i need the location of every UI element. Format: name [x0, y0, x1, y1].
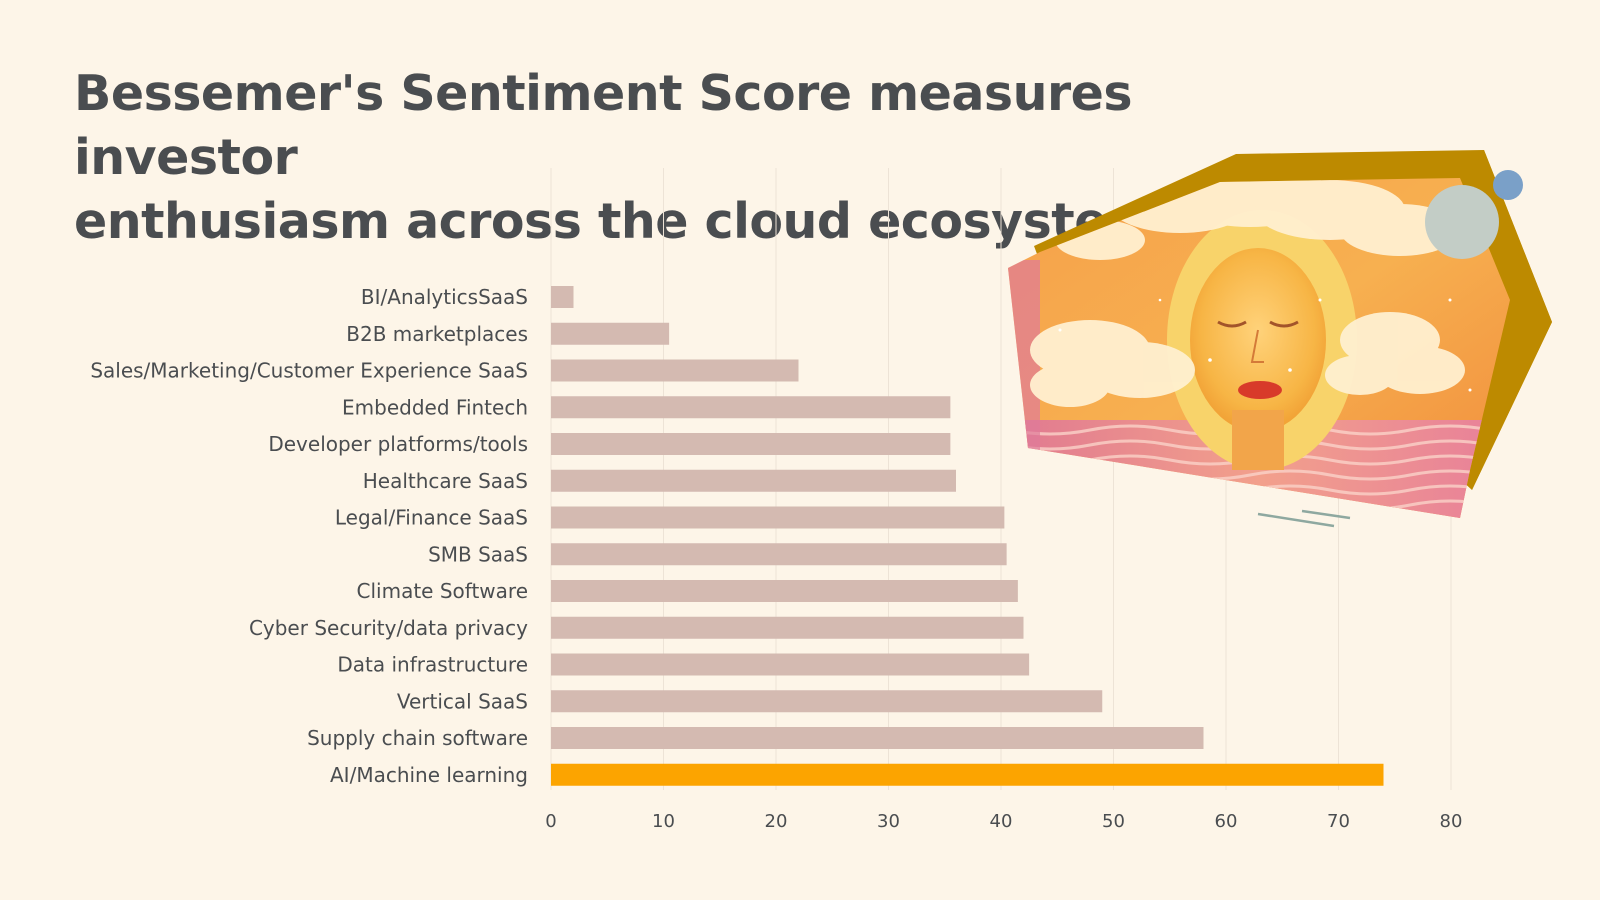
bar — [551, 396, 951, 419]
bar — [551, 433, 951, 455]
category-label: Cyber Security/data privacy — [249, 616, 528, 640]
bar — [551, 506, 1005, 529]
bar — [551, 469, 956, 492]
bar — [551, 763, 1384, 786]
category-label: BI/AnalyticsSaaS — [361, 285, 528, 309]
category-label: Supply chain software — [307, 726, 528, 750]
category-labels: BI/AnalyticsSaaS B2B marketplaces Sales/Ma… — [90, 285, 528, 787]
x-tick-label: 60 — [1215, 811, 1238, 832]
category-label: Legal/Finance SaaS — [335, 506, 528, 530]
bar — [551, 616, 1024, 639]
category-label: B2B marketplaces — [346, 322, 528, 346]
category-label: SMB SaaS — [428, 542, 528, 566]
category-label: Embedded Fintech — [342, 395, 528, 419]
bar — [551, 690, 1103, 713]
bar — [551, 580, 1018, 602]
x-axis-ticks: 0 10 20 30 40 50 60 70 80 — [545, 811, 1462, 832]
bar — [551, 653, 1030, 676]
bar — [551, 359, 799, 382]
category-label: AI/Machine learning — [330, 763, 528, 787]
x-tick-label: 10 — [652, 811, 675, 832]
bar — [551, 286, 574, 308]
bar — [551, 727, 1204, 749]
category-label: Data infrastructure — [337, 653, 528, 677]
x-tick-label: 40 — [990, 811, 1013, 832]
x-tick-label: 70 — [1327, 811, 1350, 832]
category-label: Sales/Marketing/Customer Experience SaaS — [90, 359, 528, 383]
x-tick-label: 20 — [765, 811, 788, 832]
bars — [551, 286, 1384, 786]
chart-title: Bessemer's Sentiment Score measures inve… — [74, 62, 1274, 254]
x-tick-label: 50 — [1102, 811, 1125, 832]
category-label: Developer platforms/tools — [268, 432, 528, 456]
category-label: Vertical SaaS — [397, 689, 528, 713]
bar — [551, 543, 1007, 566]
bar — [551, 322, 670, 345]
category-label: Climate Software — [357, 579, 528, 603]
x-tick-label: 30 — [877, 811, 900, 832]
category-label: Healthcare SaaS — [363, 469, 528, 493]
x-tick-label: 80 — [1440, 811, 1463, 832]
x-tick-label: 0 — [545, 811, 556, 832]
chart-title-line-2: enthusiasm across the cloud ecosystem — [74, 193, 1158, 250]
chart-title-line-1: Bessemer's Sentiment Score measures inve… — [74, 65, 1133, 186]
